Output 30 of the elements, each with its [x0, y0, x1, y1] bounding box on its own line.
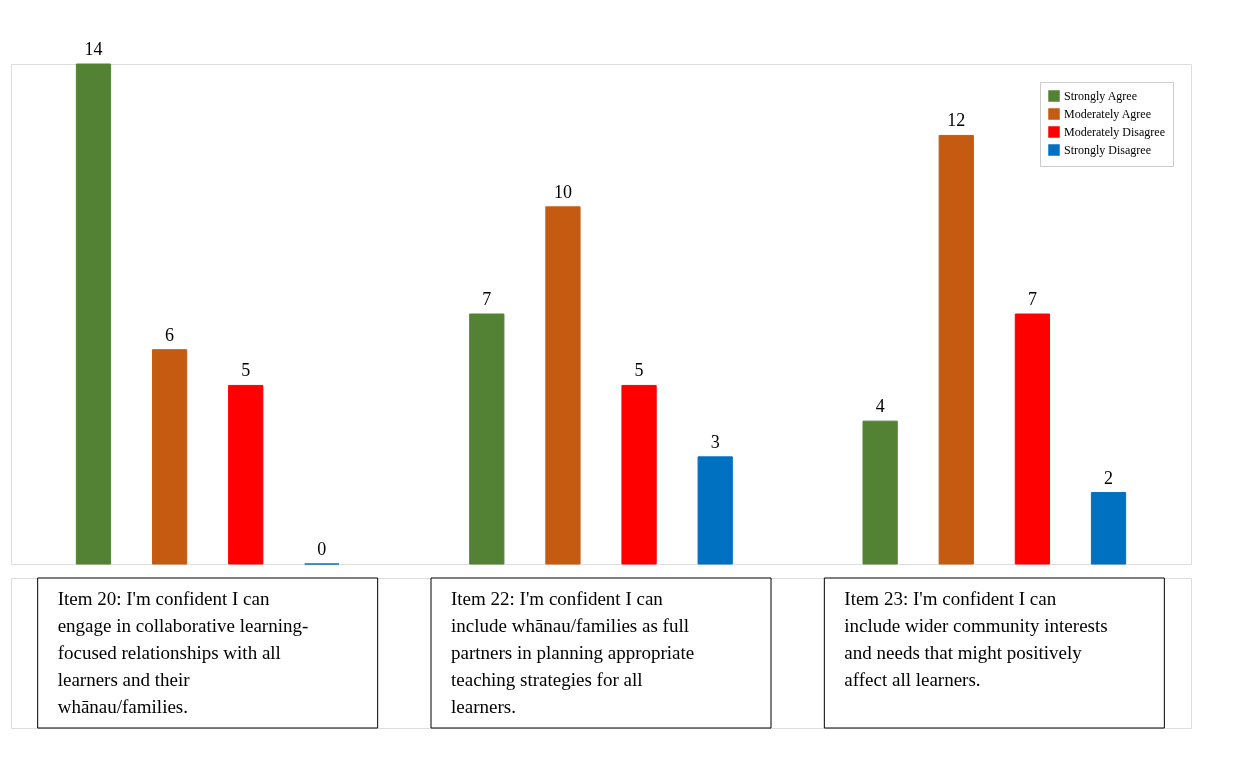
- data-label: 7: [1027, 289, 1037, 309]
- bar: [1090, 492, 1127, 565]
- x-tick-label: Item 20: I'm confident I can engage in collaborative learning-focused relationships with all learners and their whānau/families.: [57, 588, 309, 717]
- bar: [697, 456, 733, 565]
- data-label: 4: [875, 396, 885, 417]
- bar: [75, 63, 112, 565]
- data-label: 2: [1104, 467, 1114, 488]
- x-tick-label: Item 22: I'm confident I can include whānau/families as full partners in planning appropriate teaching strategies for all learners.: [451, 588, 695, 717]
- bar: [545, 206, 581, 565]
- data-label: 5: [241, 360, 251, 381]
- data-label: 5: [634, 360, 644, 381]
- legend-label: Strongly Disagree: [1064, 143, 1151, 157]
- x-tick-label: Item 23: I'm confident I can include wider community interests and needs that might positively affect all learners.: [844, 588, 1108, 690]
- bar: [151, 349, 188, 565]
- legend-label: Moderately Disagree: [1064, 125, 1165, 139]
- bar: [938, 134, 974, 565]
- data-label: 14: [84, 39, 103, 59]
- data-label: 7: [482, 289, 492, 309]
- bar: [621, 384, 657, 565]
- data-label: 0: [317, 539, 327, 559]
- bar: [469, 313, 505, 565]
- data-label: 6: [165, 324, 175, 345]
- bar: [228, 384, 264, 565]
- bar: [862, 420, 898, 565]
- data-label: 12: [947, 110, 966, 131]
- data-label: 3: [710, 431, 720, 452]
- legend-label: Strongly Agree: [1064, 89, 1137, 103]
- legend-label: Moderately Agree: [1064, 107, 1151, 121]
- bar: [1014, 313, 1051, 565]
- data-label: 10: [553, 181, 572, 202]
